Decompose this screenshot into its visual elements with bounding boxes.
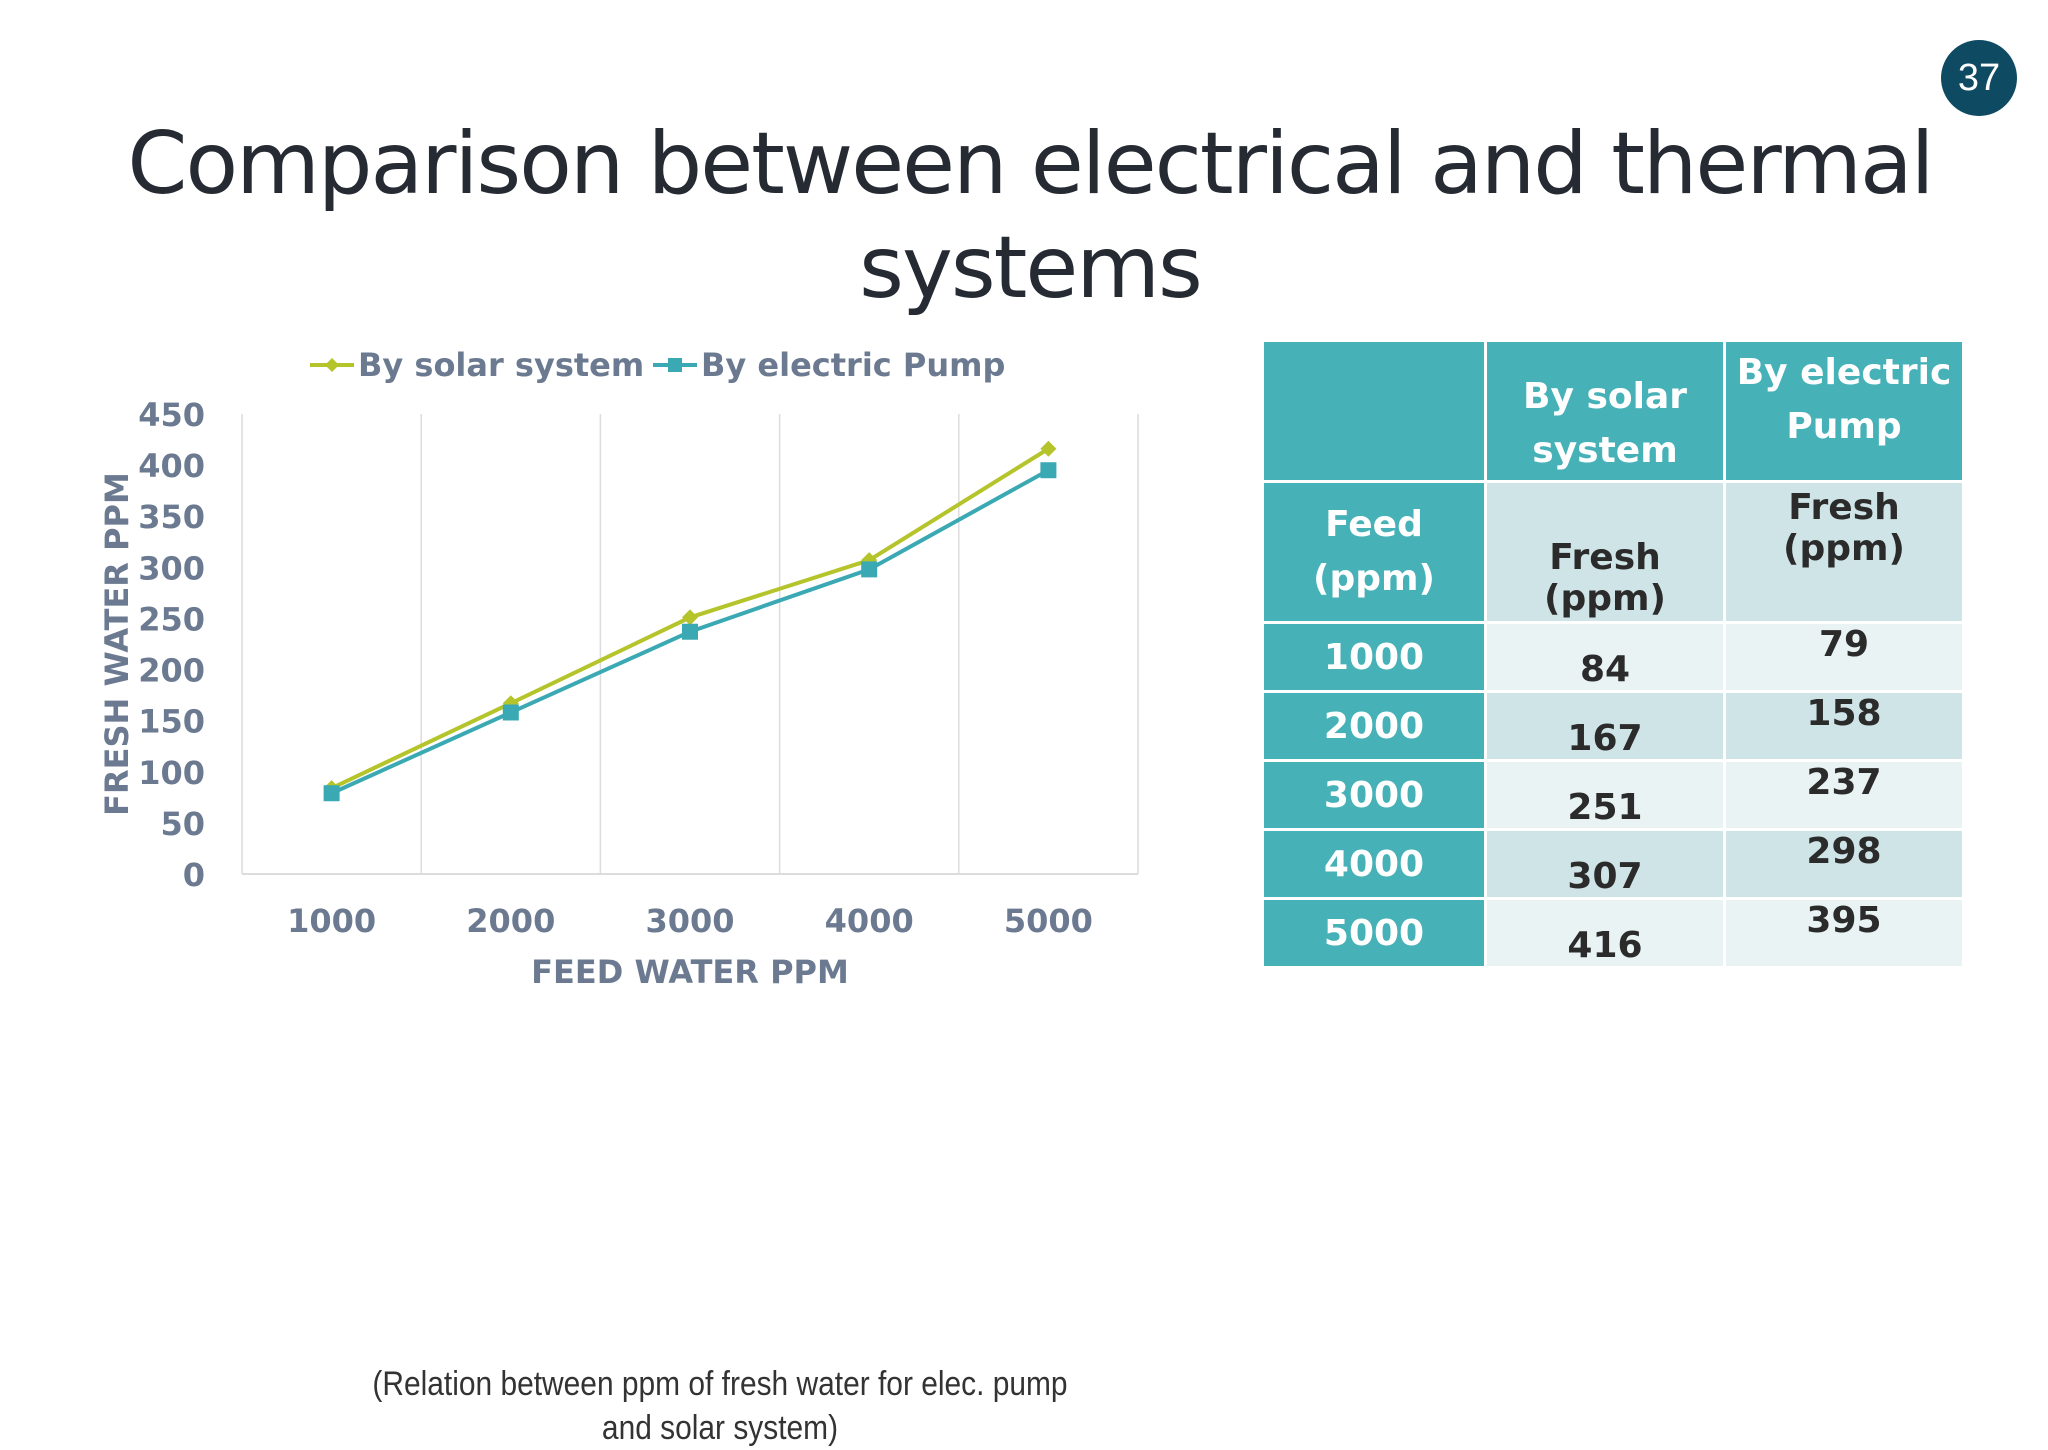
legend-label: By solar system (358, 346, 644, 384)
data-point (682, 609, 698, 626)
table-subheader-solar: Fresh (ppm) (1487, 483, 1723, 621)
table-cell-solar: 84 (1487, 624, 1723, 690)
x-tick-label: 1000 (287, 902, 376, 940)
y-axis-title: FRESH WATER PPM (98, 472, 136, 816)
table-subheader-feed: Feed (ppm) (1264, 483, 1484, 621)
table-header-electric: By electric Pump (1726, 342, 1962, 480)
y-tick-label: 200 (138, 652, 205, 690)
table-row: 3000 251 237 (1264, 762, 1962, 828)
table-header-corner (1264, 342, 1484, 480)
slide-title: Comparison between electrical and therma… (127, 114, 1934, 318)
table-header-row: By solar system By electric Pump (1264, 342, 1962, 480)
y-tick-label: 0 (183, 856, 205, 894)
table-cell-feed: 3000 (1264, 762, 1484, 828)
table-subheader-row: Feed (ppm) Fresh (ppm) Fresh (ppm) (1264, 483, 1962, 621)
data-point (861, 561, 878, 578)
data-point (502, 704, 519, 721)
legend-marker (668, 358, 682, 372)
data-table: By solar system By electric Pump Feed (p… (1261, 339, 1965, 969)
table-cell-solar: 416 (1487, 900, 1723, 966)
page-number-badge: 37 (1941, 40, 2017, 116)
table-subheader-electric: Fresh (ppm) (1726, 483, 1962, 621)
y-tick-label: 100 (138, 754, 205, 792)
x-tick-label: 5000 (1004, 902, 1093, 940)
y-tick-label: 250 (138, 600, 205, 638)
table-cell-feed: 5000 (1264, 900, 1484, 966)
x-tick-label: 2000 (466, 902, 555, 940)
y-tick-label: 450 (138, 396, 205, 434)
page-number: 37 (1957, 56, 2001, 99)
chart-canvas: 0 50 100 150 200 250 300 350 400 450 1000 2000 3000 4… (98, 346, 1139, 991)
chart-caption: (Relation between ppm of fresh water for… (372, 1365, 1068, 1447)
table-row: 1000 84 79 (1264, 624, 1962, 690)
table-cell-electric: 237 (1726, 762, 1962, 828)
data-point (1040, 462, 1057, 479)
y-tick-label: 150 (138, 703, 205, 741)
table-cell-electric: 158 (1726, 693, 1962, 759)
table-cell-solar: 167 (1487, 693, 1723, 759)
table-header-solar: By solar system (1487, 342, 1723, 480)
legend-marker (325, 358, 339, 372)
data-point (323, 785, 340, 802)
table-cell-solar: 307 (1487, 831, 1723, 897)
table-cell-solar: 251 (1487, 762, 1723, 828)
data-point (1040, 440, 1057, 457)
x-axis-title: FEED WATER PPM (531, 953, 849, 991)
y-tick-label: 400 (138, 447, 205, 485)
y-tick-label: 50 (160, 805, 205, 843)
table-row: 2000 167 158 (1264, 693, 1962, 759)
table-cell-feed: 2000 (1264, 693, 1484, 759)
line-chart: 0 50 100 150 200 250 300 350 400 450 1000 2000 3000 4… (90, 330, 1200, 1447)
table-cell-electric: 79 (1726, 624, 1962, 690)
legend-label: By electric Pump (701, 346, 1005, 384)
data-point (861, 552, 878, 569)
table-cell-feed: 4000 (1264, 831, 1484, 897)
table-cell-electric: 298 (1726, 831, 1962, 897)
x-tick-label: 4000 (825, 902, 914, 940)
table-row: 5000 416 395 (1264, 900, 1962, 966)
table-cell-feed: 1000 (1264, 624, 1484, 690)
table-row: 4000 307 298 (1264, 831, 1962, 897)
data-point (682, 623, 698, 640)
table-cell-electric: 395 (1726, 900, 1962, 966)
x-tick-label: 3000 (645, 902, 734, 940)
y-tick-label: 300 (138, 549, 205, 587)
y-tick-label: 350 (138, 498, 205, 536)
